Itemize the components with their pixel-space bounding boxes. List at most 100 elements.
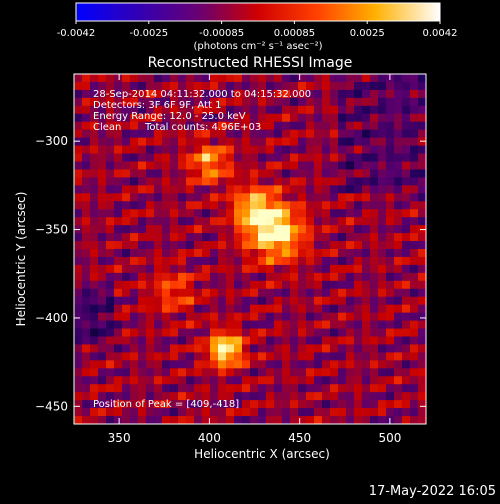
heatmap-cell — [362, 241, 371, 250]
heatmap-cell — [418, 97, 427, 107]
heatmap-cell — [106, 296, 115, 306]
heatmap-cell — [402, 288, 411, 298]
heatmap-cell — [370, 392, 379, 401]
x-tick-label: 500 — [378, 431, 401, 445]
heatmap-cell — [218, 161, 227, 170]
heatmap-cell — [258, 296, 267, 306]
heatmap-cell — [82, 105, 91, 115]
heatmap-cell — [74, 177, 83, 186]
heatmap-cell — [226, 97, 235, 107]
heatmap-cell — [274, 400, 283, 409]
heatmap-cell — [266, 416, 275, 425]
heatmap-cell — [138, 288, 147, 298]
heatmap-cell — [338, 161, 347, 170]
heatmap-cell — [250, 137, 259, 146]
heatmap-cell — [178, 392, 187, 401]
heatmap-cell — [234, 272, 243, 282]
heatmap-cell — [122, 344, 131, 353]
heatmap-cell — [354, 105, 363, 115]
heatmap-cell — [130, 249, 139, 258]
heatmap-cell — [154, 352, 163, 361]
heatmap-cell — [202, 225, 211, 234]
heatmap-cell — [282, 225, 291, 234]
heatmap-cell — [386, 201, 395, 210]
heatmap-cell — [282, 392, 291, 401]
heatmap-cell — [298, 344, 307, 353]
heatmap-cell — [74, 81, 83, 91]
heatmap-cell — [226, 217, 235, 226]
heatmap-cell — [274, 320, 283, 329]
heatmap-cell — [274, 129, 283, 139]
heatmap-cell — [362, 312, 371, 321]
heatmap-cell — [154, 288, 163, 298]
heatmap-cell — [266, 320, 275, 329]
heatmap-cell — [298, 209, 307, 218]
heatmap-cell — [298, 249, 307, 258]
heatmap-cell — [154, 336, 163, 345]
heatmap-cell — [338, 416, 347, 425]
heatmap-cell — [250, 328, 259, 337]
heatmap-cell — [370, 416, 379, 425]
heatmap-cell — [282, 74, 291, 83]
heatmap-cell — [298, 161, 307, 170]
heatmap-cell — [250, 145, 259, 154]
heatmap-cell — [258, 288, 267, 298]
heatmap-cell — [226, 312, 235, 321]
heatmap-cell — [386, 296, 395, 306]
heatmap-cell — [74, 113, 83, 123]
heatmap-cell — [386, 249, 395, 258]
heatmap-cell — [282, 296, 291, 306]
heatmap-cell — [362, 217, 371, 226]
heatmap-cell — [154, 169, 163, 178]
heatmap-cell — [162, 209, 171, 218]
heatmap-cell — [354, 352, 363, 361]
heatmap-cell — [170, 185, 179, 194]
heatmap-cell — [130, 177, 139, 186]
heatmap-cell — [114, 89, 123, 99]
heatmap-cell — [170, 113, 179, 123]
heatmap-cell — [258, 392, 267, 401]
heatmap-cell — [250, 193, 259, 202]
heatmap-cell — [122, 145, 131, 154]
heatmap-cell — [90, 336, 99, 345]
heatmap-cell — [386, 272, 395, 282]
heatmap-cell — [402, 201, 411, 210]
heatmap-cell — [226, 113, 235, 123]
heatmap-cell — [210, 408, 219, 417]
heatmap-cell — [394, 264, 403, 274]
heatmap-cell — [210, 352, 219, 361]
heatmap-cell — [266, 360, 275, 369]
heatmap-cell — [106, 153, 115, 162]
heatmap-cell — [418, 312, 427, 321]
heatmap-cell — [170, 312, 179, 321]
heatmap-cell — [362, 280, 371, 290]
heatmap-cell — [378, 74, 387, 83]
heatmap-cell — [274, 272, 283, 282]
heatmap-cell — [410, 416, 419, 425]
heatmap-cell — [218, 280, 227, 290]
heatmap-cell — [154, 233, 163, 242]
heatmap-cell — [410, 153, 419, 162]
heatmap-cell — [210, 384, 219, 393]
heatmap-cell — [226, 225, 235, 234]
heatmap-cell — [162, 288, 171, 298]
heatmap-cell — [194, 249, 203, 258]
heatmap-cell — [218, 81, 227, 91]
heatmap-cell — [242, 304, 251, 314]
heatmap-cell — [74, 145, 83, 154]
heatmap-cell — [154, 384, 163, 393]
heatmap-cell — [226, 256, 235, 266]
heatmap-cell — [258, 89, 267, 99]
heatmap-cell — [138, 81, 147, 91]
heatmap-cell — [274, 153, 283, 162]
heatmap-cell — [122, 241, 131, 250]
heatmap-cell — [138, 241, 147, 250]
heatmap-cell — [338, 145, 347, 154]
heatmap-cell — [386, 241, 395, 250]
heatmap-cell — [138, 233, 147, 242]
heatmap-cell — [162, 368, 171, 377]
heatmap-cell — [306, 97, 315, 107]
heatmap-cell — [138, 169, 147, 178]
heatmap-cell — [170, 74, 179, 83]
heatmap-cell — [98, 320, 107, 329]
